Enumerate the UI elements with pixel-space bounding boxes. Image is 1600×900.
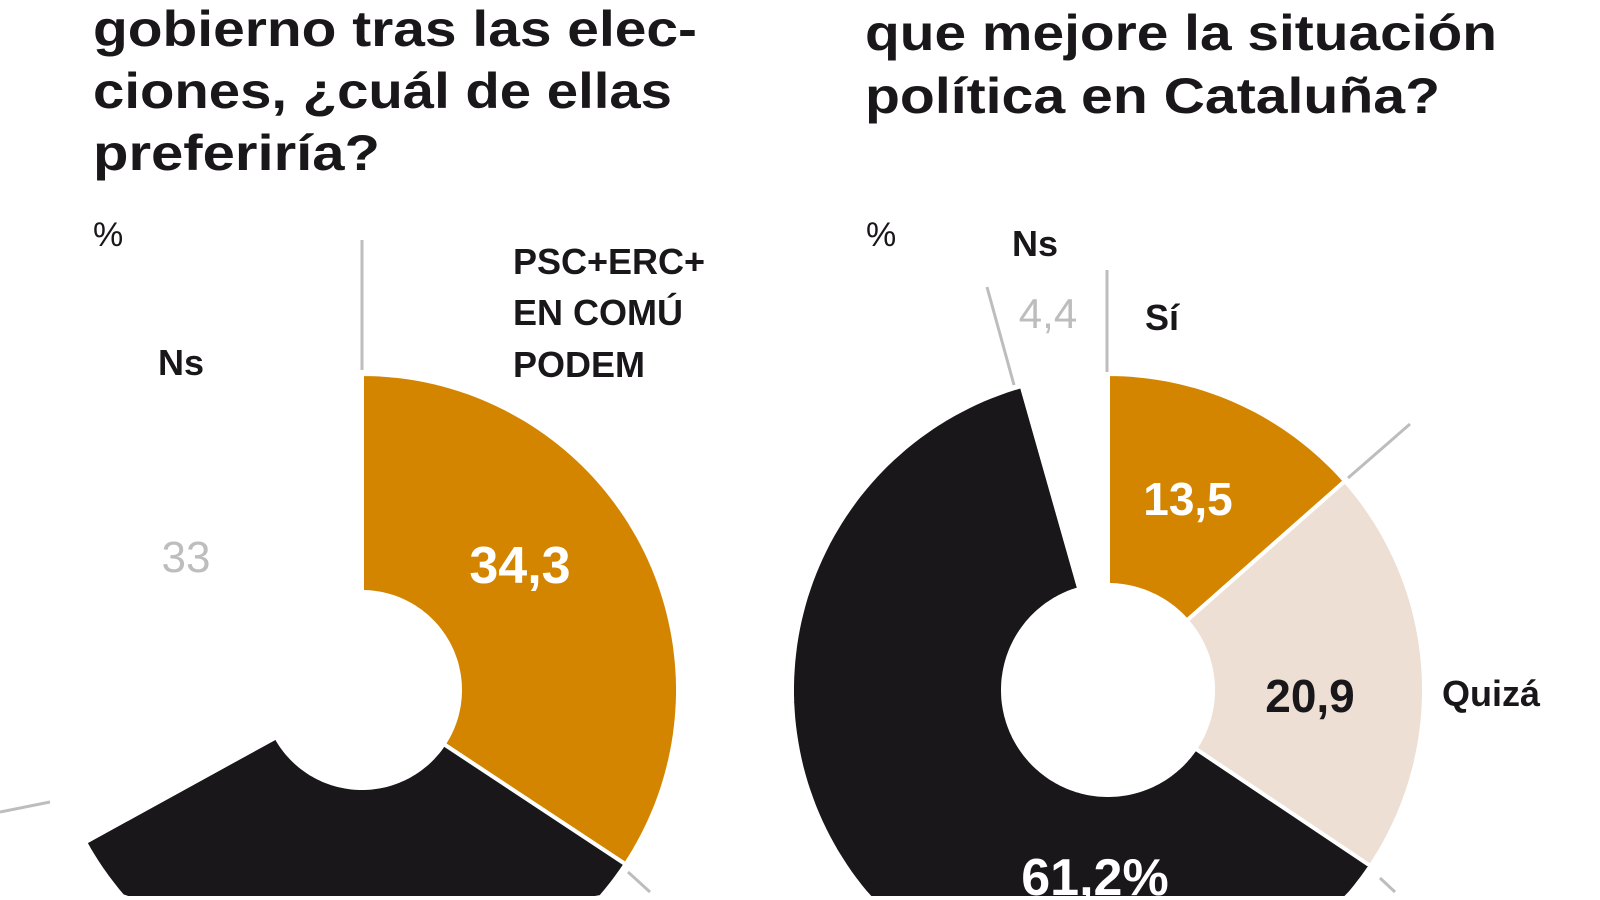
slice-label-psc-line-3: PODEM	[513, 344, 645, 385]
donut-slice-ns	[1019, 372, 1110, 591]
slice-label-si: Sí	[1145, 297, 1180, 338]
right-donut	[790, 372, 1426, 900]
slice-value-quiza: 20,9	[1265, 670, 1355, 722]
leader-line	[626, 870, 652, 894]
left-title-line-1: gobierno tras las elec-	[93, 1, 697, 57]
left-title-line-2: ciones, ¿cuál de ellas	[93, 63, 672, 119]
slice-label-quiza: Quizá	[1442, 673, 1541, 714]
slice-value-ns-right: 4,4	[1019, 290, 1077, 337]
slice-label-ns-left: Ns	[158, 342, 204, 383]
right-title-line-2: política en Cataluña?	[865, 68, 1440, 124]
slice-label-psc-line-2: EN COMÚ	[513, 291, 683, 333]
slice-label-psc-line-1: PSC+ERC+	[513, 241, 705, 282]
slice-value-ns-left: 33	[162, 533, 211, 582]
slice-value-black-right: 61,2%	[1021, 849, 1168, 900]
leader-line	[1347, 422, 1411, 480]
right-title-line-1: que mejore la situación	[865, 5, 1497, 61]
left-unit-label: %	[93, 216, 123, 254]
slice-label-ns-right: Ns	[1012, 223, 1058, 264]
right-unit-label: %	[866, 216, 896, 254]
left-donut	[44, 372, 680, 900]
slice-value-psc: 34,3	[469, 537, 570, 595]
donut-slice-ns	[44, 372, 364, 845]
leader-line	[0, 800, 51, 814]
slice-value-si: 13,5	[1143, 473, 1233, 525]
leader-line	[985, 286, 1016, 386]
leader-line	[1378, 876, 1397, 894]
left-title-line-3: preferiría?	[93, 125, 380, 181]
